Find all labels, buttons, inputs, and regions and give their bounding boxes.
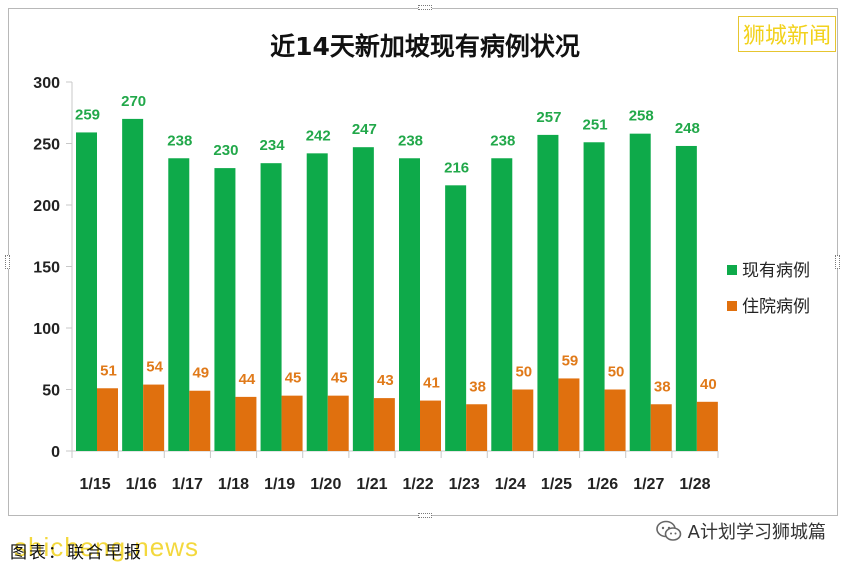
data-label: 51 xyxy=(100,362,117,379)
data-label: 45 xyxy=(285,370,302,387)
data-label: 38 xyxy=(469,378,486,395)
site-watermark: shicheng.news xyxy=(14,532,199,562)
legend-label: 住院病例 xyxy=(742,297,810,317)
data-label: 251 xyxy=(583,116,608,133)
legend-swatch xyxy=(727,301,737,311)
bar-current-cases xyxy=(675,145,697,451)
data-label: 230 xyxy=(213,142,238,159)
resize-handle-top[interactable] xyxy=(418,5,432,10)
y-tick-label: 250 xyxy=(33,137,60,154)
bar-current-cases xyxy=(491,158,513,451)
chart-title: 近14天新加坡现有病例状况 xyxy=(270,32,580,61)
x-tick-label: 1/23 xyxy=(449,476,480,493)
bar-hospitalized xyxy=(235,396,257,451)
bar-hospitalized xyxy=(143,384,165,451)
data-label: 38 xyxy=(654,378,671,395)
bar-current-cases xyxy=(583,142,605,451)
x-tick-label: 1/27 xyxy=(633,476,664,493)
y-tick-label: 200 xyxy=(33,198,60,215)
bar-hospitalized xyxy=(558,378,580,451)
data-label: 50 xyxy=(515,364,532,381)
bar-current-cases xyxy=(445,185,467,451)
bar-current-cases xyxy=(352,147,374,451)
data-label: 257 xyxy=(536,109,561,126)
bar-hospitalized xyxy=(466,404,488,451)
data-label: 270 xyxy=(121,93,146,110)
bar-current-cases xyxy=(76,132,97,451)
wechat-icon xyxy=(655,520,682,542)
y-tick-label: 300 xyxy=(33,75,60,92)
legend-label: 现有病例 xyxy=(742,261,810,281)
brand-logo: 狮城新闻 xyxy=(737,16,836,52)
bar-hospitalized xyxy=(373,398,395,451)
bar-hospitalized xyxy=(281,395,303,451)
bar-current-cases xyxy=(306,153,328,451)
y-tick-label: 50 xyxy=(42,383,60,400)
bar-current-cases xyxy=(399,158,420,451)
x-tick-label: 1/26 xyxy=(587,476,618,493)
resize-handle-right[interactable] xyxy=(835,255,840,269)
bar-hospitalized xyxy=(604,389,626,451)
resize-handle-left[interactable] xyxy=(5,255,10,269)
x-tick-label: 1/20 xyxy=(310,476,341,493)
data-label: 49 xyxy=(192,365,209,382)
bar-current-cases xyxy=(537,134,559,451)
wechat-attribution: A计划学习狮城篇 xyxy=(655,518,826,544)
bar-current-cases xyxy=(122,118,144,452)
data-label: 44 xyxy=(239,371,256,388)
bar-hospitalized xyxy=(327,395,349,451)
data-label: 238 xyxy=(167,132,192,149)
legend-swatch xyxy=(727,265,737,275)
bar-hospitalized xyxy=(97,388,118,451)
data-label: 45 xyxy=(331,370,348,387)
data-label: 59 xyxy=(562,352,579,369)
bar-current-cases xyxy=(214,168,236,451)
data-label: 234 xyxy=(260,137,286,154)
x-tick-label: 1/19 xyxy=(264,476,295,493)
bar-hospitalized xyxy=(189,390,211,451)
wechat-account-name: A计划学习狮城篇 xyxy=(687,522,826,543)
data-label: 247 xyxy=(352,121,377,138)
bar-current-cases xyxy=(260,163,282,451)
source-caption: 图表：联合早报 xyxy=(10,543,143,563)
bar-hospitalized xyxy=(650,404,672,451)
x-tick-label: 1/28 xyxy=(679,476,710,493)
data-label: 238 xyxy=(490,132,515,149)
bar-hospitalized xyxy=(512,389,534,451)
bar-hospitalized xyxy=(696,401,718,451)
data-label: 216 xyxy=(444,159,469,176)
data-label: 248 xyxy=(675,120,700,137)
bar-current-cases xyxy=(629,133,651,451)
data-label: 40 xyxy=(700,376,717,393)
y-tick-label: 150 xyxy=(33,260,60,277)
data-label: 41 xyxy=(423,375,440,392)
bar-hospitalized xyxy=(420,400,441,451)
data-label: 258 xyxy=(629,108,654,125)
x-tick-label: 1/18 xyxy=(218,476,249,493)
x-tick-label: 1/24 xyxy=(495,476,526,493)
y-tick-label: 0 xyxy=(51,444,60,461)
data-label: 238 xyxy=(398,132,423,149)
x-tick-label: 1/16 xyxy=(126,476,157,493)
chart-bars: 259 270 238 230 234 242 247 238 216 238 257 251 258 2… xyxy=(75,93,718,452)
data-label: 43 xyxy=(377,372,394,389)
bar-current-cases xyxy=(168,158,190,451)
resize-handle-bottom[interactable] xyxy=(418,513,432,518)
x-tick-label: 1/25 xyxy=(541,476,572,493)
x-tick-label: 1/17 xyxy=(172,476,203,493)
data-label: 54 xyxy=(146,359,163,376)
data-label: 242 xyxy=(306,127,331,144)
bar-chart: 近14天新加坡现有病例状况 0 50 100 150 200 250 300 1/15 1/16… xyxy=(33,32,810,493)
y-tick-label: 100 xyxy=(33,321,60,338)
data-label: 259 xyxy=(75,106,100,123)
data-label: 50 xyxy=(608,364,625,381)
x-tick-label: 1/22 xyxy=(403,476,434,493)
x-tick-label: 1/15 xyxy=(80,476,111,493)
x-tick-label: 1/21 xyxy=(356,476,387,493)
